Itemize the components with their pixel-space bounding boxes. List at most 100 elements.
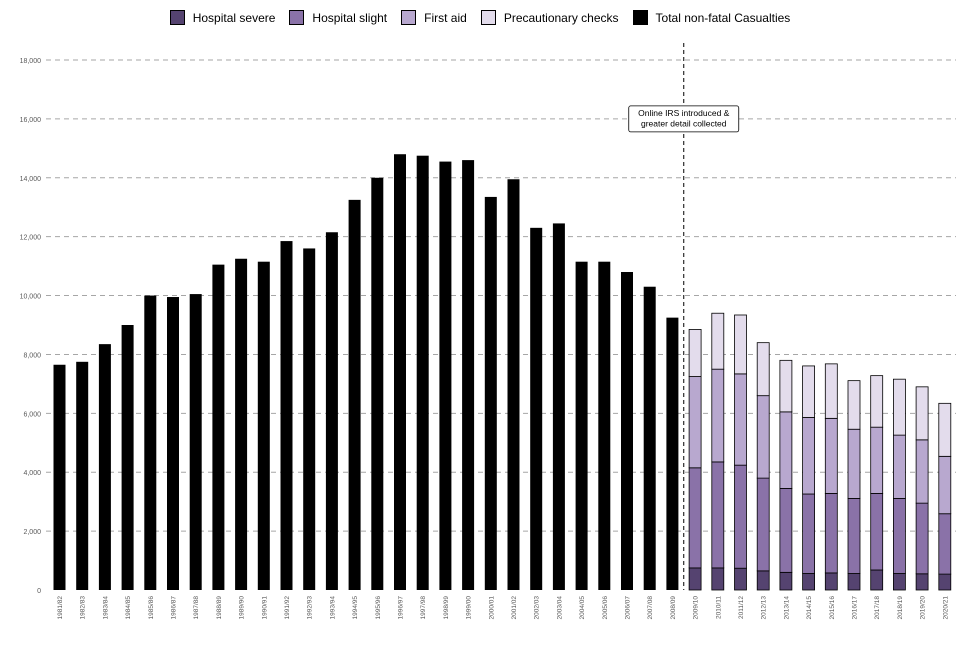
bar-total-non-fatal-casualties-2007-08 <box>643 286 656 590</box>
bar-total-non-fatal-casualties-1998-99 <box>439 161 452 591</box>
bar-hospital-slight-2011-12 <box>734 464 747 569</box>
bar-total-non-fatal-casualties-2003-04 <box>552 223 565 590</box>
bar-total-non-fatal-casualties-1997-98 <box>416 155 429 590</box>
x-tick-label: 1984/85 <box>125 596 132 620</box>
x-tick-label: 2005/06 <box>602 596 609 620</box>
x-tick-label: 2001/02 <box>511 596 518 620</box>
bar-first-aid-2010-11 <box>711 368 725 463</box>
legend-item-hospital-slight: Hospital slight <box>289 10 387 25</box>
y-tick-label: 6,000 <box>23 411 41 418</box>
bar-total-non-fatal-casualties-1995-96 <box>371 177 384 590</box>
y-tick-label: 12,000 <box>20 235 42 242</box>
legend-label: First aid <box>424 10 467 25</box>
bar-precautionary-checks-2018-19 <box>893 378 906 436</box>
bar-total-non-fatal-casualties-1996-97 <box>394 154 406 590</box>
bar-precautionary-checks-2010-11 <box>711 312 725 370</box>
x-tick-label: 1982/83 <box>80 596 87 620</box>
bar-hospital-slight-2018-19 <box>893 498 906 574</box>
legend-item-precautionary-checks: Precautionary checks <box>480 10 619 25</box>
legend-label: Hospital severe <box>192 10 276 25</box>
bar-first-aid-2017-18 <box>870 426 884 494</box>
bar-precautionary-checks-2014-15 <box>802 365 815 418</box>
x-tick-label: 1993/94 <box>329 596 336 620</box>
bar-hospital-severe-2017-18 <box>870 569 884 591</box>
x-tick-label: 2020/21 <box>942 596 949 620</box>
bar-total-non-fatal-casualties-2001-02 <box>507 179 520 590</box>
bar-precautionary-checks-2019-20 <box>915 386 929 441</box>
legend-label: Total non-fatal Casualties <box>655 10 791 25</box>
y-tick-label: 8,000 <box>23 352 41 359</box>
legend-label: Hospital slight <box>312 10 388 25</box>
bar-hospital-severe-2010-11 <box>711 567 725 591</box>
bar-total-non-fatal-casualties-2008-09 <box>666 317 679 590</box>
x-tick-label: 2000/01 <box>488 596 495 620</box>
y-tick-label: 18,000 <box>20 58 42 65</box>
x-tick-label: 1986/87 <box>171 596 178 620</box>
bar-total-non-fatal-casualties-1990-91 <box>257 261 270 590</box>
x-tick-label: 1989/90 <box>239 596 246 620</box>
bar-hospital-severe-2016-17 <box>847 573 861 591</box>
bar-first-aid-2013-14 <box>779 411 793 489</box>
bar-hospital-severe-2014-15 <box>802 573 815 591</box>
legend: Hospital severe Hospital slight First aid P… <box>0 10 960 25</box>
bar-hospital-slight-2015-16 <box>824 493 838 574</box>
x-tick-label: 2014/15 <box>806 596 813 620</box>
y-tick-label: 4,000 <box>23 470 41 477</box>
bar-precautionary-checks-2013-14 <box>779 359 793 413</box>
x-tick-label: 1983/84 <box>102 596 109 620</box>
y-tick-label: 14,000 <box>20 176 42 183</box>
x-tick-label: 1988/89 <box>216 596 223 620</box>
bar-hospital-slight-2012-13 <box>756 477 770 572</box>
x-tick-label: 2009/10 <box>693 596 700 620</box>
bar-hospital-slight-2019-20 <box>915 502 929 575</box>
x-tick-label: 2006/07 <box>625 596 632 620</box>
x-tick-label: 2010/11 <box>715 596 722 619</box>
bar-hospital-severe-2009-10 <box>688 567 702 591</box>
bar-first-aid-2014-15 <box>802 417 815 495</box>
x-tick-label: 2017/18 <box>874 596 881 620</box>
bar-hospital-severe-2012-13 <box>756 570 770 591</box>
bar-total-non-fatal-casualties-1981-82 <box>53 364 66 590</box>
x-tick-label: 2008/09 <box>670 596 677 620</box>
x-tick-label: 1999/00 <box>466 596 473 620</box>
bar-first-aid-2011-12 <box>734 373 747 466</box>
bar-hospital-severe-2011-12 <box>734 567 747 591</box>
x-tick-label: 2016/17 <box>852 596 859 620</box>
bar-first-aid-2012-13 <box>756 395 770 479</box>
x-tick-label: 2015/16 <box>829 596 836 620</box>
bar-hospital-slight-2009-10 <box>688 467 702 569</box>
bar-hospital-severe-2018-19 <box>893 573 906 591</box>
bar-total-non-fatal-casualties-1989-90 <box>235 258 248 590</box>
bar-hospital-severe-2020-21 <box>938 573 952 591</box>
bar-total-non-fatal-casualties-1993-94 <box>325 232 338 590</box>
x-tick-label: 2004/05 <box>579 596 586 620</box>
bar-hospital-severe-2019-20 <box>915 573 929 591</box>
bar-first-aid-2016-17 <box>847 428 861 499</box>
legend-swatch <box>480 10 496 25</box>
legend-swatch <box>632 10 648 25</box>
x-tick-label: 1991/92 <box>284 596 291 620</box>
legend-item-total-non-fatal-casualties: Total non-fatal Casualties <box>632 10 791 25</box>
x-tick-label: 2018/19 <box>897 596 904 620</box>
x-tick-label: 1981/82 <box>57 596 64 620</box>
y-tick-label: 2,000 <box>23 529 41 536</box>
bar-precautionary-checks-2016-17 <box>847 380 861 430</box>
bar-precautionary-checks-2020-21 <box>938 402 952 457</box>
x-tick-label: 1995/96 <box>375 596 382 620</box>
bar-first-aid-2009-10 <box>688 376 702 469</box>
bar-hospital-slight-2013-14 <box>779 488 793 573</box>
x-tick-label: 1987/88 <box>193 596 200 620</box>
bar-total-non-fatal-casualties-2002-03 <box>530 227 543 591</box>
x-tick-label: 2003/04 <box>556 596 563 620</box>
bar-first-aid-2020-21 <box>938 455 952 515</box>
y-tick-label: 0 <box>37 588 41 595</box>
x-tick-label: 2013/14 <box>783 596 790 620</box>
x-tick-label: 2007/08 <box>647 596 654 620</box>
bar-total-non-fatal-casualties-1988-89 <box>212 264 225 590</box>
x-tick-label: 2012/13 <box>761 596 768 620</box>
x-tick-label: 1985/86 <box>148 596 155 620</box>
bar-total-non-fatal-casualties-1987-88 <box>189 294 202 590</box>
bar-total-non-fatal-casualties-2006-07 <box>621 272 633 590</box>
legend-swatch <box>289 10 305 25</box>
